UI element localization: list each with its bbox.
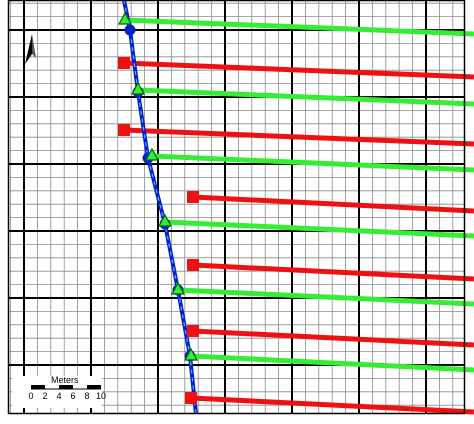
triangle-marker [130,81,146,95]
north-arrow-icon [25,34,36,64]
scale-bar: Meters 0 2 4 6 8 10 [12,375,106,408]
markers-group [117,11,199,404]
scale-bar-title: Meters [51,375,79,385]
scale-tick-label: 4 [56,391,61,401]
red-lateral-line [192,262,474,282]
square-marker [187,259,199,271]
green-lateral-line [190,353,474,373]
wellbore-path [122,0,198,415]
triangle-marker [144,147,160,161]
scale-bar-segment [59,385,73,389]
scale-bar-background [12,376,102,408]
scale-tick-label: 0 [28,391,33,401]
red-lateral-line [123,60,474,80]
scale-tick-label: 6 [70,391,75,401]
scale-bar-segment [87,385,101,389]
map-frame [7,0,466,415]
lateral-lines [123,17,474,415]
circle-marker [124,24,136,36]
green-lateral-line [137,87,474,107]
minor-grid [9,1,465,414]
square-marker [118,124,130,136]
square-marker [118,57,130,69]
triangle-marker [183,347,199,361]
red-lateral-line [192,194,474,214]
north-arrow-left [25,34,32,64]
north-arrow-right [32,34,36,58]
scale-bar-segment [31,385,45,389]
square-marker [187,191,199,203]
red-lateral-line [123,127,474,147]
green-lateral-line [124,17,474,37]
red-lateral-line [192,328,474,348]
scale-tick-label: 8 [84,391,89,401]
red-lateral-line [190,395,474,415]
wellbore-dash [123,0,197,415]
triangle-marker [170,281,186,295]
green-lateral-line [151,153,474,173]
square-marker [187,325,199,337]
triangle-marker [157,213,173,227]
triangle-marker [117,11,133,25]
scale-tick-label: 10 [96,391,106,401]
scale-tick-label: 2 [42,391,47,401]
square-marker [185,392,197,404]
green-lateral-line [177,287,474,307]
green-lateral-line [164,219,474,239]
